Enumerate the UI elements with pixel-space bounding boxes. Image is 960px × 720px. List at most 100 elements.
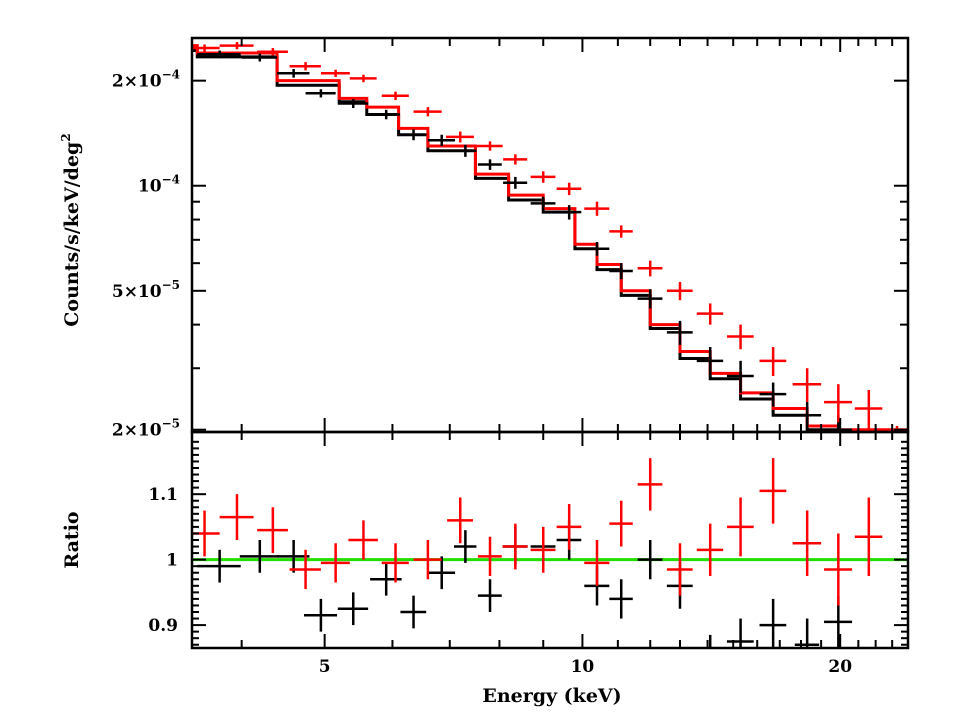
spectrum-point-1-2 bbox=[241, 53, 278, 62]
spectrum-point-2-14 bbox=[584, 201, 610, 216]
x-tick-label-20: 20 bbox=[828, 657, 852, 677]
spectrum-point-2-23 bbox=[854, 389, 883, 430]
spectrum-point-2-6 bbox=[349, 74, 377, 83]
spectrum-point-1-4 bbox=[305, 89, 336, 98]
spectrum-point-1-17 bbox=[666, 320, 693, 345]
spectrum-point-2-20 bbox=[759, 347, 787, 377]
ratio-point-1-5 bbox=[337, 592, 369, 626]
ratio-y-axis-label: Ratio bbox=[61, 511, 83, 568]
spectrum-point-1-6 bbox=[372, 109, 400, 120]
ratio-point-2-4 bbox=[289, 549, 321, 590]
ratio-frame bbox=[190, 430, 910, 650]
ratio-y-tick-label-1: 1 bbox=[166, 551, 178, 571]
ratio-y-tick-label-1.1: 1.1 bbox=[148, 485, 178, 505]
spectrum-point-1-10 bbox=[477, 159, 502, 170]
ratio-point-2-19 bbox=[726, 497, 754, 557]
ratio-point-2-16 bbox=[637, 458, 663, 511]
spectrum-point-2-13 bbox=[556, 182, 582, 196]
ratio-data bbox=[192, 458, 908, 648]
ratio-point-1-4 bbox=[303, 598, 338, 632]
spectrum-y-tick-label-base: 2×10 bbox=[112, 72, 162, 92]
ratio-point-2-18 bbox=[696, 523, 724, 576]
x-tick-label-5: 5 bbox=[319, 657, 331, 677]
x-tick-label-10: 10 bbox=[571, 657, 595, 677]
spectrum-point-2-9 bbox=[446, 131, 474, 143]
ratio-point-2-13 bbox=[556, 504, 582, 550]
spectrum-point-1-5 bbox=[337, 99, 369, 108]
spectrum-point-1-13 bbox=[556, 205, 582, 220]
spectrum-frame bbox=[190, 36, 910, 434]
ratio-point-1-18 bbox=[708, 634, 712, 648]
spectrum-point-1-11 bbox=[503, 176, 528, 189]
axis-labels: Counts/s/keV/deg2 Ratio Energy (keV) bbox=[59, 133, 622, 707]
spectrum-point-2-12 bbox=[530, 171, 556, 183]
spectrum-point-2-21 bbox=[792, 368, 822, 403]
spectrum-data bbox=[192, 42, 908, 432]
ratio-point-2-6 bbox=[348, 520, 378, 560]
ratio-point-2-5 bbox=[320, 543, 350, 583]
spectrum-point-1-1 bbox=[197, 50, 241, 59]
ratio-point-2-10 bbox=[477, 536, 502, 576]
spectrum-y-tick-label-base: 5×10 bbox=[112, 282, 162, 302]
ratio-point-2-17 bbox=[666, 543, 693, 596]
spectrum-point-2-1 bbox=[192, 44, 220, 52]
ratio-point-2-3 bbox=[257, 507, 288, 554]
spectrum-panel: 2×10−410−45×10−52×10−5 bbox=[112, 36, 910, 441]
ratio-point-2-21 bbox=[792, 510, 822, 576]
spectrum-y-tick-label-base: 2×10 bbox=[112, 421, 162, 441]
spectrum-y-axis-label: Counts/s/keV/deg2 bbox=[59, 133, 83, 326]
ratio-point-2-22 bbox=[824, 533, 853, 606]
spectrum-point-2-2 bbox=[219, 42, 254, 50]
spectrum-point-2-15 bbox=[609, 225, 633, 238]
spectrum-y-tick-label: 10−4 bbox=[138, 173, 180, 197]
ratio-point-1-1 bbox=[197, 549, 241, 583]
ratio-point-1-21 bbox=[794, 618, 820, 648]
ratio-point-1-10 bbox=[477, 579, 502, 612]
spectrum-point-2-3 bbox=[257, 48, 288, 56]
spectrum-point-2-18 bbox=[696, 303, 724, 325]
spectrum-model-line-1 bbox=[192, 49, 908, 432]
spectrum-y-tick-label-base: 10 bbox=[138, 177, 162, 197]
spectrum-point-1-20 bbox=[759, 382, 787, 407]
spectrum-point-2-19 bbox=[726, 324, 754, 350]
spectrum-point-1-18 bbox=[696, 347, 724, 377]
spectrum-point-1-16 bbox=[637, 289, 663, 309]
ratio-point-1-16 bbox=[637, 540, 663, 580]
spectrum-y-tick-label-exp: −5 bbox=[162, 278, 180, 292]
spectrum-y-tick-label-exp: −4 bbox=[162, 68, 180, 82]
spectrum-y-tick-label: 2×10−4 bbox=[112, 68, 180, 92]
ratio-point-2-9 bbox=[447, 497, 473, 544]
spectrum-point-1-3 bbox=[277, 68, 310, 78]
spectrum-y-tick-label-exp: −5 bbox=[162, 417, 180, 431]
spectrum-point-2-7 bbox=[381, 91, 409, 101]
spectrum-model-line-2 bbox=[192, 44, 908, 432]
spectrum-point-1-8 bbox=[427, 134, 456, 146]
ratio-point-1-9 bbox=[454, 530, 477, 563]
spectrum-y-axis-label-text: Counts/s/keV/deg bbox=[61, 142, 83, 327]
ratio-point-1-7 bbox=[400, 595, 427, 629]
spectrum-point-1-14 bbox=[584, 241, 610, 256]
ratio-panel: 5 10 20 0.9 1 1.1 bbox=[148, 430, 910, 677]
ratio-point-1-2 bbox=[239, 540, 279, 573]
ratio-point-2-11 bbox=[502, 523, 528, 570]
ratio-point-1-8 bbox=[427, 556, 456, 590]
ratio-point-2-23 bbox=[854, 497, 883, 576]
spectrum-point-2-8 bbox=[413, 107, 442, 117]
ratio-point-1-15 bbox=[609, 579, 633, 619]
ratio-point-2-7 bbox=[381, 543, 409, 583]
x-axis-label: Energy (keV) bbox=[482, 685, 621, 707]
spectrum-point-1-7 bbox=[400, 129, 427, 141]
spectrum-point-2-4 bbox=[289, 62, 321, 71]
ratio-point-1-6 bbox=[370, 562, 402, 596]
ratio-point-2-12 bbox=[530, 526, 556, 573]
spectrum-y-tick-label: 5×10−5 bbox=[112, 278, 180, 302]
spectrum-point-2-11 bbox=[503, 154, 528, 165]
spectrum-point-2-16 bbox=[637, 260, 663, 277]
spectrum-point-2-17 bbox=[666, 281, 693, 301]
spectrum-y-axis-label-superscript: 2 bbox=[59, 133, 73, 141]
ratio-point-2-2 bbox=[219, 494, 254, 540]
spectrum-point-2-22 bbox=[824, 384, 853, 423]
spectrum-y-tick-label-exp: −4 bbox=[162, 173, 180, 187]
spectrum-point-2-10 bbox=[476, 141, 503, 151]
